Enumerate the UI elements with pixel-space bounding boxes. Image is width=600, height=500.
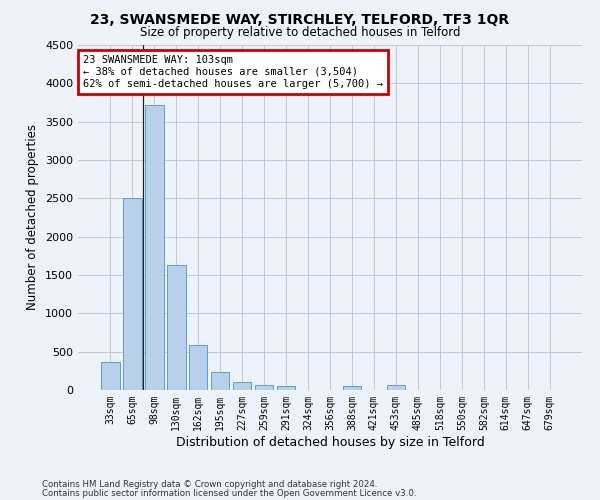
Text: 23 SWANSMEDE WAY: 103sqm
← 38% of detached houses are smaller (3,504)
62% of sem: 23 SWANSMEDE WAY: 103sqm ← 38% of detach… (83, 56, 383, 88)
Bar (101, 362, 119, 390)
X-axis label: Distribution of detached houses by size in Telford: Distribution of detached houses by size … (176, 436, 484, 448)
Bar (145, 105, 164, 390)
Bar (386, 386, 405, 390)
Text: Contains HM Land Registry data © Crown copyright and database right 2024.: Contains HM Land Registry data © Crown c… (42, 480, 377, 489)
Text: Contains public sector information licensed under the Open Government Licence v3: Contains public sector information licen… (42, 489, 416, 498)
Text: 23, SWANSMEDE WAY, STIRCHLEY, TELFORD, TF3 1QR: 23, SWANSMEDE WAY, STIRCHLEY, TELFORD, T… (91, 12, 509, 26)
Bar (123, 198, 142, 390)
Bar (167, 265, 185, 390)
Bar (233, 382, 251, 390)
Bar (277, 386, 295, 390)
Bar (255, 385, 274, 390)
Bar (211, 372, 229, 390)
Bar (189, 345, 208, 390)
Y-axis label: Number of detached properties: Number of detached properties (26, 124, 40, 310)
Bar (343, 386, 361, 390)
Text: Size of property relative to detached houses in Telford: Size of property relative to detached ho… (140, 26, 460, 39)
